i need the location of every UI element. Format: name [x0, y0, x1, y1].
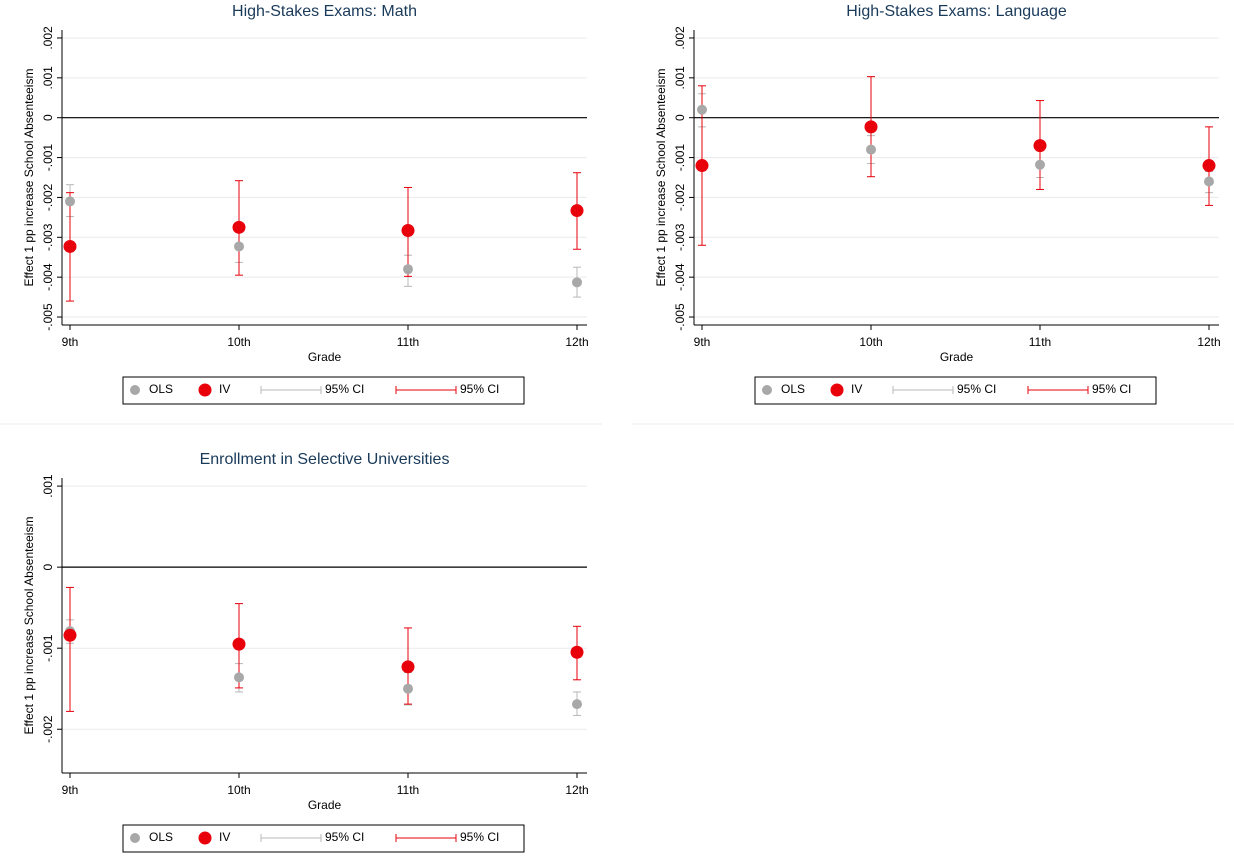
x-tick-label: 10th — [859, 335, 882, 349]
legend-marker — [830, 383, 844, 397]
point — [234, 241, 244, 252]
y-tick-label: -.003 — [673, 223, 687, 251]
legend-box — [122, 376, 525, 405]
point — [1202, 159, 1216, 173]
legend-label: OLS — [149, 830, 173, 844]
y-tick-label: -.002 — [41, 183, 55, 211]
legend-label: IV — [851, 382, 862, 396]
y-tick-label: .002 — [673, 26, 687, 50]
y-tick-label: .001 — [41, 66, 55, 90]
x-tick-label: 9th — [62, 335, 79, 349]
point — [695, 159, 709, 173]
y-tick-label: 0 — [41, 563, 55, 570]
point — [403, 264, 413, 275]
legend-marker — [198, 831, 212, 845]
point — [1204, 176, 1214, 187]
x-tick-label: 12th — [565, 335, 588, 349]
y-tick-label: .002 — [41, 26, 55, 50]
x-tick-label: 12th — [565, 783, 588, 797]
y-axis-title: Effect 1 pp increase School Absenteeism — [22, 69, 36, 287]
x-tick-label: 11th — [397, 335, 419, 349]
y-tick-label: 0 — [41, 114, 55, 121]
point — [1035, 159, 1045, 170]
legend-box — [122, 824, 525, 853]
point — [234, 672, 244, 683]
legend-label: 95% CI — [957, 382, 996, 396]
legend-label: 95% CI — [325, 382, 364, 396]
point — [403, 683, 413, 694]
y-tick-label: 0 — [673, 114, 687, 121]
legend-marker — [762, 385, 772, 395]
x-tick-label: 9th — [62, 783, 79, 797]
x-tick-label: 10th — [227, 783, 250, 797]
x-axis-title: Grade — [940, 350, 974, 364]
y-tick-label: -.004 — [41, 263, 55, 291]
legend-marker — [198, 383, 212, 397]
y-tick-label: -.001 — [41, 144, 55, 172]
x-tick-label: 12th — [1197, 335, 1220, 349]
y-axis-title: Effect 1 pp increase School Absenteeism — [22, 517, 36, 735]
legend-label: OLS — [149, 382, 173, 396]
x-tick-label: 10th — [227, 335, 250, 349]
point — [570, 204, 584, 218]
point — [1033, 139, 1047, 153]
y-tick-label: .001 — [673, 66, 687, 90]
chart-title: Enrollment in Selective Universities — [200, 451, 450, 468]
y-tick-label: -.002 — [673, 183, 687, 211]
y-tick-label: -.005 — [673, 303, 687, 331]
point — [63, 239, 77, 253]
y-tick-label: -.004 — [673, 263, 687, 291]
point — [232, 220, 246, 234]
chart-title: High-Stakes Exams: Language — [846, 3, 1067, 20]
y-tick-label: -.002 — [41, 715, 55, 743]
point — [232, 637, 246, 651]
legend-label: IV — [219, 830, 230, 844]
y-tick-label: -.001 — [673, 144, 687, 172]
y-tick-label: .001 — [41, 474, 55, 498]
legend-label: OLS — [781, 382, 805, 396]
point — [572, 699, 582, 710]
y-tick-label: -.005 — [41, 303, 55, 331]
y-axis-title: Effect 1 pp increase School Absenteeism — [654, 69, 668, 287]
point — [697, 104, 707, 115]
x-axis-title: Grade — [308, 798, 342, 812]
legend-marker — [130, 385, 140, 395]
legend-box — [754, 376, 1157, 405]
legend-label: IV — [219, 382, 230, 396]
y-tick-label: -.003 — [41, 223, 55, 251]
point — [65, 196, 75, 207]
legend-label: 95% CI — [460, 830, 499, 844]
legend-label: 95% CI — [460, 382, 499, 396]
point — [570, 645, 584, 659]
point — [866, 144, 876, 155]
legend-label: 95% CI — [1092, 382, 1131, 396]
legend-label: 95% CI — [325, 830, 364, 844]
x-tick-label: 11th — [397, 783, 419, 797]
point — [63, 628, 77, 642]
point — [572, 277, 582, 288]
point — [864, 120, 878, 134]
legend-marker — [130, 833, 140, 843]
point — [401, 660, 415, 674]
x-axis-title: Grade — [308, 350, 342, 364]
chart-title: High-Stakes Exams: Math — [232, 3, 417, 20]
x-tick-label: 9th — [694, 335, 711, 349]
point — [401, 224, 415, 238]
y-tick-label: -.001 — [41, 634, 55, 662]
x-tick-label: 11th — [1029, 335, 1051, 349]
